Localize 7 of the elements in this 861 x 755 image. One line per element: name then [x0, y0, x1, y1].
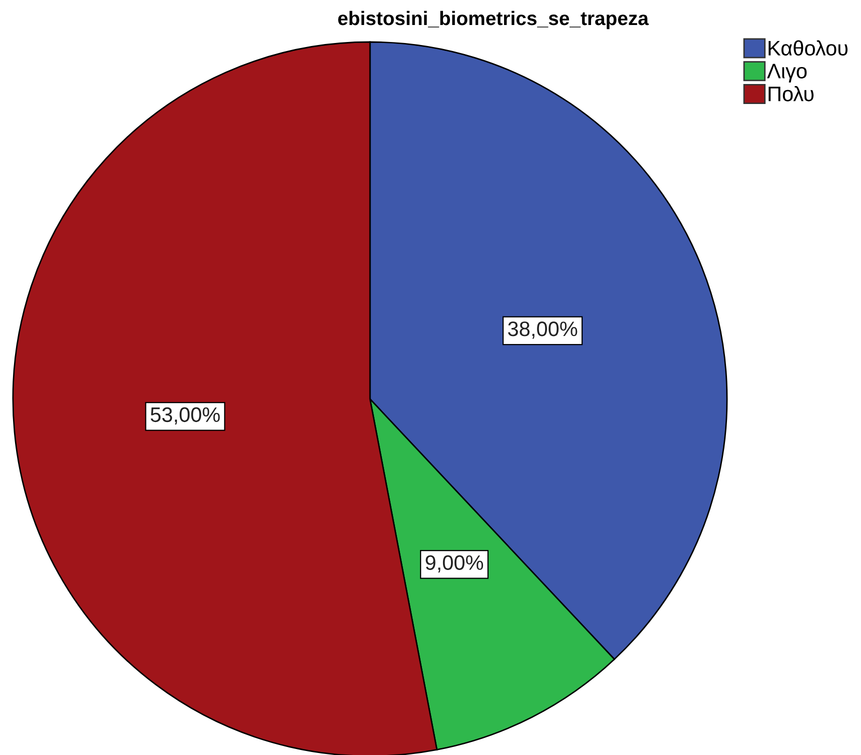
data-label: 38,00%: [508, 322, 578, 339]
data-label: 53,00%: [150, 407, 220, 425]
legend-label: Πολυ: [768, 86, 814, 102]
legend-label: Λιγο: [767, 64, 807, 83]
chart-title: ebistosini_biometrics_se_trapeza: [338, 10, 649, 30]
data-label: 9,00%: [426, 555, 484, 572]
legend-label: Καθολου: [768, 40, 848, 56]
